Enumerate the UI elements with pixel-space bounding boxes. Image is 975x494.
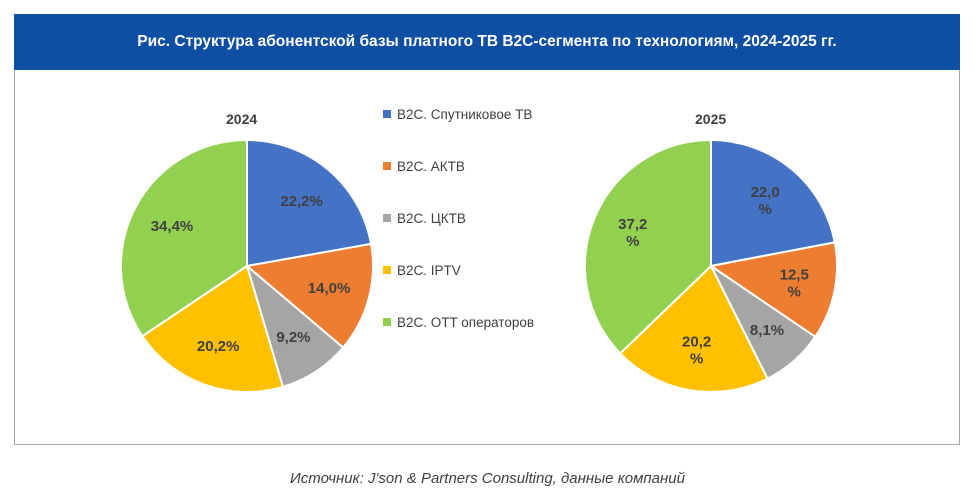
legend-swatch [383,214,391,222]
legend-item-satellite: B2C. Спутниковое ТВ [383,88,534,140]
legend-label: B2C. Спутниковое ТВ [397,107,532,122]
data-label-cktv: 8,1% [750,322,784,339]
legend-swatch [383,318,391,326]
legend-label: B2C. ЦКТВ [397,211,466,226]
legend-swatch [383,110,391,118]
legend-label: B2C. АКТВ [397,159,465,174]
legend-label: B2C. OTT операторов [397,315,534,330]
legend-swatch [383,162,391,170]
source-note: Источник: J'son & Partners Consulting, д… [0,470,975,487]
legend-item-iptv: B2C. IPTV [383,244,534,296]
legend-item-ott: B2C. OTT операторов [383,296,534,348]
legend-item-cktv: B2C. ЦКТВ [383,192,534,244]
legend-label: B2C. IPTV [397,263,461,278]
chart-legend: B2C. Спутниковое ТВ B2C. АКТВ B2C. ЦКТВ … [383,88,534,348]
legend-item-aktv: B2C. АКТВ [383,140,534,192]
legend-swatch [383,266,391,274]
